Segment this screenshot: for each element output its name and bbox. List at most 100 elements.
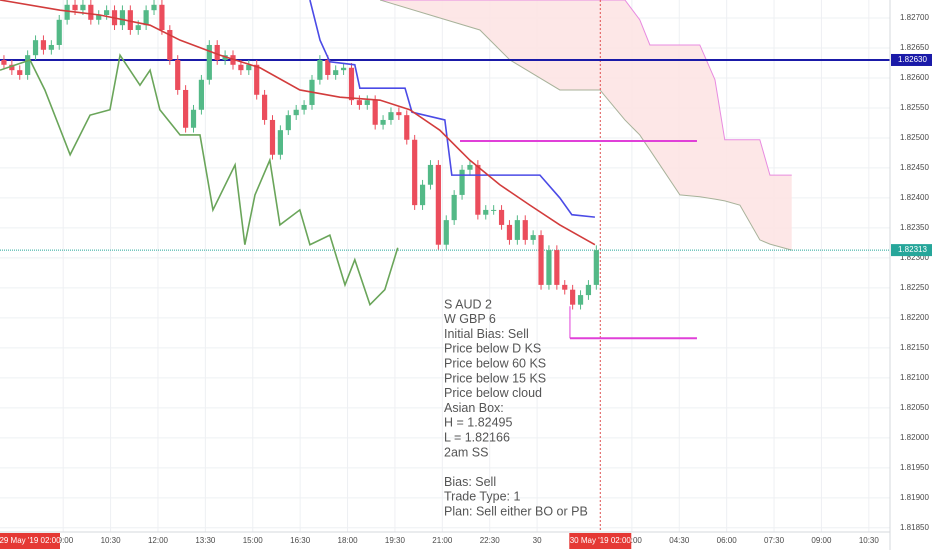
candle-body bbox=[285, 115, 291, 131]
y-tick-label: 1.82150 bbox=[900, 343, 929, 352]
candle-body bbox=[183, 89, 189, 128]
candle-body bbox=[388, 112, 394, 120]
candle-body bbox=[419, 184, 426, 206]
candle-body bbox=[577, 295, 584, 305]
annotation-text: Plan: Sell either BO or PB bbox=[444, 504, 588, 518]
candle-body bbox=[443, 220, 449, 245]
annotation-text: Price below cloud bbox=[444, 386, 542, 400]
annotation-text: Price below D KS bbox=[444, 342, 541, 356]
candle-body bbox=[427, 164, 434, 185]
x-tick-label: 04:30 bbox=[669, 536, 690, 545]
annotation-text: W GBP 6 bbox=[444, 312, 496, 326]
y-tick-label: 1.82450 bbox=[900, 163, 929, 172]
x-tick-label: 07:30 bbox=[764, 536, 785, 545]
price-axis bbox=[890, 0, 932, 550]
y-tick-label: 1.82100 bbox=[900, 373, 929, 382]
candle-body bbox=[522, 220, 528, 240]
candle-body bbox=[104, 10, 110, 15]
candle-body bbox=[17, 70, 23, 75]
candle-body bbox=[72, 4, 78, 11]
candle-body bbox=[325, 59, 331, 75]
annotation-text: Bias: Sell bbox=[444, 475, 496, 489]
candle-body bbox=[88, 4, 94, 20]
y-tick-label: 1.82050 bbox=[900, 403, 929, 412]
indicator-line bbox=[0, 53, 399, 307]
time-label-box bbox=[0, 533, 60, 549]
candle-body bbox=[96, 14, 102, 20]
candle-body bbox=[254, 64, 260, 95]
time-axis bbox=[0, 532, 890, 550]
cloud-lower bbox=[379, 0, 792, 251]
candle-body bbox=[301, 104, 307, 110]
x-tick-label: 12:00 bbox=[148, 536, 169, 545]
candle-body bbox=[159, 4, 165, 30]
candle-body bbox=[546, 250, 552, 285]
candle-body bbox=[562, 284, 568, 290]
indicator-line bbox=[0, 0, 596, 246]
price-label: 1.82313 bbox=[898, 245, 927, 254]
annotation-text: Price below 15 KS bbox=[444, 371, 546, 385]
x-tick-label: 16:30 bbox=[290, 536, 311, 545]
x-tick-label: 18:00 bbox=[338, 536, 359, 545]
candle-body bbox=[506, 224, 513, 240]
candle-body bbox=[25, 55, 31, 75]
candle-body bbox=[190, 109, 197, 128]
candle-body bbox=[293, 109, 299, 116]
candle-body bbox=[9, 64, 15, 71]
y-tick-label: 1.81900 bbox=[900, 493, 929, 502]
candle-body bbox=[48, 44, 54, 50]
candle-body bbox=[151, 4, 157, 11]
x-tick-label: 19:30 bbox=[385, 536, 406, 545]
x-tick-label: 30 bbox=[533, 536, 542, 545]
y-tick-label: 1.82700 bbox=[900, 13, 929, 22]
candle-body bbox=[143, 10, 149, 26]
candle-body bbox=[498, 209, 505, 225]
time-label-box bbox=[569, 533, 632, 549]
annotation-text: Price below 60 KS bbox=[444, 356, 546, 370]
candle-body bbox=[585, 284, 592, 296]
candle-body bbox=[491, 209, 497, 211]
x-tick-label: 15:00 bbox=[243, 536, 264, 545]
candle-body bbox=[317, 59, 323, 80]
candle-body bbox=[459, 169, 465, 195]
candle-body bbox=[32, 40, 39, 56]
y-tick-label: 1.82500 bbox=[900, 133, 929, 142]
y-tick-label: 1.82400 bbox=[900, 193, 929, 202]
annotation-text: 2am SS bbox=[444, 445, 488, 459]
y-tick-label: 1.82550 bbox=[900, 103, 929, 112]
candle-body bbox=[372, 100, 378, 125]
candle-body bbox=[119, 10, 126, 26]
candle-body bbox=[435, 164, 441, 245]
y-tick-label: 1.82650 bbox=[900, 43, 929, 52]
y-tick-label: 1.82250 bbox=[900, 283, 929, 292]
candle-body bbox=[530, 235, 536, 240]
candle-body bbox=[554, 250, 560, 285]
x-tick-label: 09:00 bbox=[811, 536, 832, 545]
candle-body bbox=[80, 4, 86, 11]
candle-body bbox=[246, 64, 252, 71]
time-label: 29 May '19 02:00 bbox=[0, 536, 61, 545]
y-tick-label: 1.82350 bbox=[900, 223, 929, 232]
price-label-box bbox=[891, 244, 932, 257]
time-label: 30 May '19 02:00 bbox=[570, 536, 632, 545]
candle-body bbox=[238, 64, 244, 71]
candle-body bbox=[593, 250, 599, 285]
annotation-text: S AUD 2 bbox=[444, 297, 492, 311]
y-tick-label: 1.82000 bbox=[900, 433, 929, 442]
candle-body bbox=[514, 220, 520, 240]
x-tick-label: 06:00 bbox=[717, 536, 738, 545]
candle-body bbox=[356, 100, 362, 105]
price-label: 1.82630 bbox=[898, 55, 927, 64]
candle-body bbox=[64, 4, 70, 20]
annotation-text: Asian Box: bbox=[444, 401, 504, 415]
candle-body bbox=[538, 235, 544, 285]
y-tick-label: 1.82200 bbox=[900, 313, 929, 322]
candle-body bbox=[451, 194, 457, 221]
x-tick-label: 13:30 bbox=[195, 536, 216, 545]
candle-body bbox=[467, 164, 473, 170]
annotation-text: H = 1.82495 bbox=[444, 416, 513, 430]
candle-body bbox=[483, 209, 489, 215]
cloud-fill bbox=[380, 0, 792, 251]
